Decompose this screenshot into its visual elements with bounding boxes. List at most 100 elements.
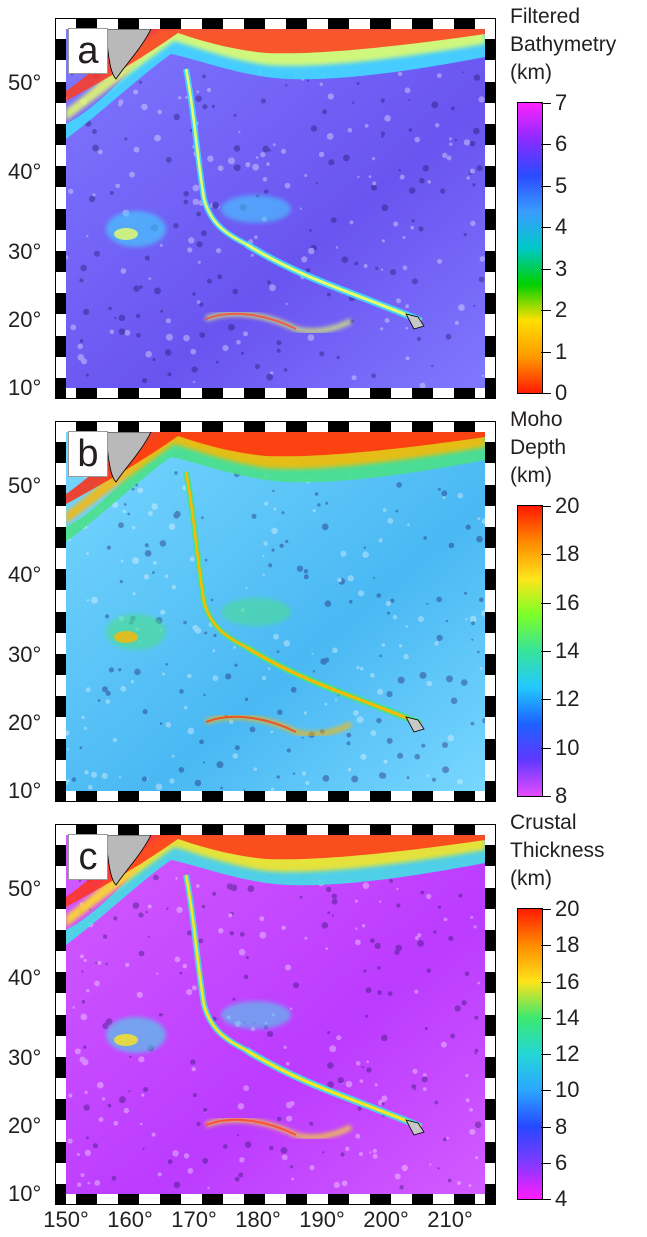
frame-segment: [118, 824, 139, 835]
frame-segment: [485, 569, 496, 591]
frame-segment: [55, 166, 66, 188]
frame-segment: [433, 824, 454, 835]
colorbar-tick-label: 20: [555, 493, 580, 518]
frame-segment: [454, 388, 475, 399]
frame-segment: [433, 421, 454, 432]
frame-segment: [485, 1035, 496, 1057]
frame-segment: [55, 1120, 66, 1142]
colorbar-tick-label: 5: [555, 172, 568, 198]
frame-segment: [485, 1120, 496, 1142]
frame-segment: [328, 791, 349, 802]
frame-segment: [55, 1014, 66, 1036]
frame-segment: [97, 1194, 118, 1205]
colorbar-tick: [541, 103, 551, 104]
frame-segment: [55, 632, 66, 654]
frame-segment: [55, 696, 66, 718]
frame-segment: [55, 81, 66, 103]
frame-segment: [265, 1194, 286, 1205]
frame-segment: [454, 824, 475, 835]
frame-segment: [328, 18, 349, 29]
frame-segment: [485, 377, 496, 400]
frame-segment: [55, 845, 66, 867]
frame-segment: [55, 675, 66, 697]
colorbar-tick-label: 10: [555, 1077, 580, 1103]
frame-segment: [265, 791, 286, 802]
lat-label-50-b: 50°: [8, 473, 42, 498]
frame-segment: [55, 187, 66, 209]
colorbar-tick-label: 10: [555, 734, 580, 760]
frame-segment: [97, 18, 118, 29]
frame-segment: [485, 972, 496, 994]
frame-segment: [55, 908, 66, 930]
colorbar-tick: [541, 945, 551, 947]
colorbar-tick-label: 4: [555, 1186, 568, 1211]
frame-segment: [160, 791, 181, 802]
colorbar-tick: [541, 796, 551, 797]
frame-segment: [55, 250, 66, 273]
kamchatka-land: [105, 432, 152, 483]
frame-segment: [485, 951, 496, 973]
colorbar-title-b-line2: Depth: [510, 436, 567, 459]
frame-segment: [76, 18, 97, 29]
frame-segment: [181, 388, 202, 399]
lat-label-50: 50°: [8, 70, 42, 95]
colorbar-tick-label: 1: [555, 338, 568, 364]
lat-label-30: 30°: [8, 239, 42, 264]
lon-label-190: 190°: [299, 1207, 345, 1232]
hess-rise: [221, 1001, 291, 1029]
hess-rise: [221, 195, 291, 223]
frame-segment: [485, 463, 496, 485]
lat-label-40: 40°: [8, 159, 42, 184]
frame-segment: [55, 60, 66, 82]
frame-segment: [118, 1194, 139, 1205]
frame-segment: [97, 791, 118, 802]
frame-segment: [485, 887, 496, 909]
frame-segment: [286, 18, 307, 29]
lat-label-10-b: 10°: [8, 778, 42, 803]
frame-left-a: [55, 18, 66, 400]
frame-segment: [244, 388, 265, 399]
frame-segment: [485, 1141, 496, 1163]
frame-segment: [370, 791, 391, 802]
frame-segment: [485, 908, 496, 930]
frame-segment: [454, 1194, 475, 1205]
frame-segment: [244, 791, 265, 802]
frame-top-b: [55, 421, 496, 432]
frame-segment: [349, 388, 370, 399]
frame-segment: [55, 145, 66, 167]
frame-segment: [485, 548, 496, 570]
lat-label-20-b: 20°: [8, 710, 42, 735]
frame-segment: [202, 18, 223, 29]
frame-segment: [412, 824, 433, 835]
frame-segment: [202, 824, 223, 835]
frame-segment: [485, 993, 496, 1015]
frame-segment: [370, 18, 391, 29]
kamchatka-land: [105, 835, 152, 886]
frame-segment: [139, 824, 160, 835]
colorbar-tick-label: 6: [555, 131, 568, 157]
colorbar-tick: [541, 909, 551, 910]
shatsky-rise: [106, 1017, 166, 1053]
frame-segment: [244, 1194, 265, 1205]
frame-segment: [485, 81, 496, 103]
lat-label-10: 10°: [8, 375, 42, 400]
frame-segment: [485, 505, 496, 527]
frame-segment: [307, 18, 328, 29]
frame-segment: [139, 388, 160, 399]
frame-segment: [485, 293, 496, 315]
frame-segment: [55, 1183, 66, 1206]
colorbar-tick: [541, 144, 551, 146]
colorbar-tick-label: 0: [555, 380, 568, 405]
frame-segment: [391, 1194, 412, 1205]
frame-segment: [485, 166, 496, 188]
frame-segment: [485, 717, 496, 739]
frame-segment: [181, 791, 202, 802]
frame-segment: [76, 388, 97, 399]
colorbar-tick: [541, 602, 551, 604]
lon-label-160: 160°: [107, 1207, 153, 1232]
frame-segment: [55, 972, 66, 994]
frame-segment: [55, 123, 66, 146]
frame-segment: [307, 388, 328, 399]
frame-segment: [55, 18, 66, 40]
colorbar-title-c-line3: (km): [510, 867, 552, 890]
